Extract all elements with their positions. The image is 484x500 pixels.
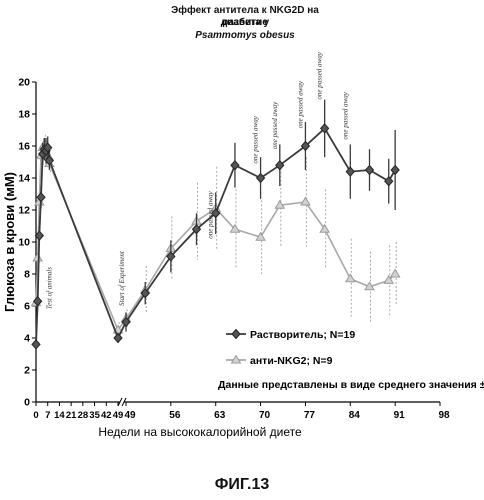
legend-label: анти-NKG2; N=9	[250, 355, 333, 367]
chart-title-line-2: диабета у	[220, 17, 270, 28]
y-tick-label: 16	[18, 141, 30, 153]
data-point	[44, 155, 55, 166]
data-point	[230, 159, 240, 171]
data-point	[255, 172, 266, 184]
y-tick-label: 0	[24, 397, 30, 409]
annotation-label: one passed away	[207, 190, 215, 238]
x-tick-label: 56	[169, 410, 181, 421]
data-point	[319, 223, 331, 233]
x-tick-label: 98	[438, 410, 450, 421]
data-point	[384, 175, 394, 187]
data-point	[121, 316, 131, 328]
x-tick-label: 21	[66, 410, 77, 421]
y-tick-label: 14	[18, 173, 30, 185]
y-tick-label: 20	[18, 77, 30, 89]
x-tick-label: 42	[101, 410, 112, 421]
x-tick-label: 49	[113, 410, 124, 421]
data-point	[345, 166, 355, 177]
data-point	[33, 295, 43, 307]
x-tick-label: 63	[214, 410, 226, 421]
data-point	[32, 252, 44, 262]
series-line	[35, 141, 396, 332]
data-point	[364, 281, 375, 291]
data-point	[319, 123, 330, 134]
data-point	[389, 268, 401, 278]
x-tick-label: 91	[394, 410, 406, 421]
data-point	[34, 230, 45, 241]
data-point	[229, 223, 241, 233]
data-point	[166, 251, 176, 262]
figure-caption: ФИГ.13	[214, 476, 270, 493]
x-tick-label: 77	[304, 410, 316, 421]
x-tick-label: 49	[124, 410, 136, 421]
data-point	[383, 274, 395, 284]
y-tick-label: 8	[24, 269, 30, 281]
x-tick-label: 70	[259, 410, 271, 421]
data-point	[43, 142, 53, 153]
y-axis-label: Глюкоза в крови (мМ)	[2, 172, 17, 312]
data-point	[140, 287, 150, 299]
annotation-label: Test of animals	[45, 267, 53, 309]
x-tick-label: 7	[45, 410, 50, 421]
x-tick-label: 14	[54, 410, 65, 421]
data-point	[364, 164, 375, 176]
annotation-label: one passed away	[296, 80, 304, 128]
y-tick-label: 2	[24, 365, 30, 377]
chart-title-line-1: Эффект антитела к NKG2D на развитие	[171, 5, 319, 28]
x-tick-label: 84	[349, 410, 361, 421]
data-point	[255, 231, 266, 241]
chart-title-species: Psammomys obesus	[195, 30, 295, 41]
data-note: Данные представлены в виде среднего знач…	[218, 379, 484, 391]
annotation-label: one passed away	[316, 51, 324, 99]
data-point	[274, 199, 286, 209]
annotation-label: one passed away	[252, 115, 260, 163]
data-point	[300, 196, 311, 206]
y-tick-label: 6	[24, 301, 30, 313]
data-point	[31, 339, 41, 350]
series-line	[35, 126, 396, 345]
x-tick-label: 35	[89, 410, 100, 421]
legend-label: Растворитель; N=19	[250, 329, 355, 341]
y-tick-label: 18	[18, 109, 30, 121]
data-point	[191, 223, 202, 235]
y-tick-label: 10	[18, 237, 30, 249]
data-point	[344, 273, 356, 283]
x-tick-label: 0	[33, 410, 38, 421]
axis-break-mark	[117, 397, 123, 407]
x-axis-label: Недели на высококалорийной диете	[98, 425, 302, 439]
data-point	[275, 159, 285, 171]
annotation-label: Start of Experiment	[118, 250, 126, 306]
axis-break-mark	[121, 397, 127, 407]
legend-marker	[231, 328, 241, 340]
x-tick-label: 28	[78, 410, 89, 421]
data-point	[113, 332, 123, 344]
y-tick-label: 12	[18, 205, 30, 217]
data-point	[300, 140, 311, 152]
annotation-label: one passed away	[341, 91, 349, 139]
data-point	[211, 207, 221, 219]
annotation-label: one passed away	[271, 101, 279, 149]
y-tick-label: 4	[24, 333, 30, 345]
data-point	[36, 191, 46, 203]
data-point	[390, 164, 400, 176]
legend-marker	[230, 354, 242, 364]
